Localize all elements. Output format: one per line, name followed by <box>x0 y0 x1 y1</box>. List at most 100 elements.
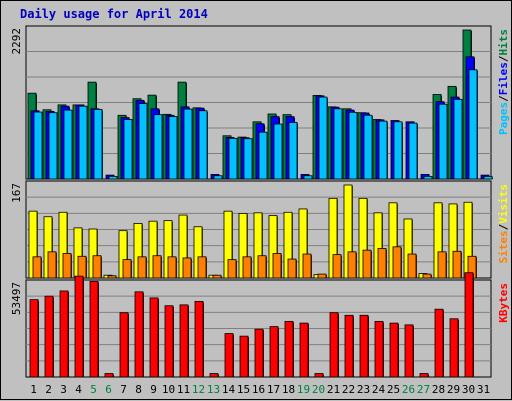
x-tick-label: 23 <box>357 383 370 396</box>
sites-bar <box>92 255 102 279</box>
sites-bar <box>62 253 72 279</box>
sites-bar <box>77 255 87 279</box>
kbytes-bar <box>314 373 324 378</box>
x-tick-label: 13 <box>207 383 220 396</box>
pages-bar <box>258 131 268 180</box>
sites-bar <box>407 253 417 279</box>
sites-bar <box>347 251 357 279</box>
pages-bar <box>423 175 433 180</box>
x-tick-label: 10 <box>162 383 175 396</box>
sites-bar <box>362 249 372 279</box>
sites-bar <box>392 246 402 279</box>
bottom-legend-item: KBytes <box>497 283 510 323</box>
sites-bar <box>422 273 432 279</box>
middle-legend: Sites/Visits <box>497 184 510 264</box>
kbytes-bar <box>389 322 399 378</box>
sites-bar <box>272 253 282 279</box>
kbytes-bar <box>74 275 84 378</box>
chart-title: Daily usage for April 2014 <box>20 7 208 21</box>
x-tick-label: 31 <box>477 383 490 396</box>
x-tick-label: 29 <box>447 383 460 396</box>
sites-bar <box>437 251 447 279</box>
kbytes-bar <box>284 320 294 378</box>
middle-legend-item: / <box>497 223 510 230</box>
middle-legend-item: Sites <box>497 230 510 263</box>
top-legend-item: / <box>497 55 510 62</box>
kbytes-bar <box>359 314 369 378</box>
kbytes-bar <box>269 326 279 378</box>
x-tick-label: 16 <box>252 383 265 396</box>
x-tick-label: 8 <box>135 383 142 396</box>
sites-bar <box>167 256 177 279</box>
pages-bar <box>333 108 343 180</box>
middle-legend-item: Visits <box>497 184 510 224</box>
kbytes-bar <box>89 280 99 378</box>
x-tick-label: 21 <box>327 383 340 396</box>
pages-bar <box>153 114 163 180</box>
pages-bar <box>123 119 133 180</box>
sites-bar <box>287 258 297 279</box>
middle-max-label: 167 <box>10 183 23 203</box>
pages-bar <box>393 121 403 180</box>
pages-bar <box>363 114 373 180</box>
kbytes-bar <box>344 314 354 378</box>
kbytes-bar <box>194 300 204 378</box>
x-tick-label: 7 <box>120 383 127 396</box>
pages-bar <box>453 98 463 180</box>
sites-bar <box>32 256 42 279</box>
kbytes-bar <box>104 373 114 378</box>
x-tick-label: 25 <box>387 383 400 396</box>
bottom-legend: KBytes <box>497 283 510 323</box>
x-tick-label: 28 <box>432 383 445 396</box>
pages-bar <box>198 110 208 180</box>
kbytes-bar <box>419 373 429 378</box>
kbytes-bar <box>464 272 474 378</box>
x-tick-label: 14 <box>222 383 236 396</box>
sites-bar <box>257 255 267 279</box>
sites-bar <box>332 254 342 279</box>
x-tick-label: 12 <box>192 383 205 396</box>
x-tick-label: 1 <box>30 383 37 396</box>
x-tick-label: 17 <box>267 383 280 396</box>
sites-bar <box>377 248 387 279</box>
pages-bar <box>378 120 388 180</box>
sites-bar <box>242 256 252 279</box>
kbytes-bar <box>299 322 309 378</box>
pages-bar <box>228 137 238 180</box>
x-tick-label: 9 <box>150 383 157 396</box>
x-tick-label: 3 <box>60 383 67 396</box>
pages-bar <box>243 138 253 180</box>
kbytes-bar <box>374 320 384 378</box>
sites-bar <box>122 259 132 279</box>
bottom-max-label: 53497 <box>10 282 23 315</box>
x-tick-label: 30 <box>462 383 475 396</box>
kbytes-bar <box>134 291 144 378</box>
pages-bar <box>273 123 283 180</box>
x-tick-label: 5 <box>90 383 97 396</box>
kbytes-bar <box>179 304 189 378</box>
pages-bar <box>138 103 148 180</box>
kbytes-bar <box>404 324 414 378</box>
x-tick-label: 24 <box>372 383 386 396</box>
sites-bar <box>182 257 192 279</box>
x-tick-label: 4 <box>75 383 82 396</box>
sites-bar <box>212 274 222 279</box>
pages-bar <box>483 175 493 180</box>
pages-bar <box>468 69 478 180</box>
kbytes-bar <box>209 373 219 378</box>
sites-bar <box>152 255 162 279</box>
x-tick-label: 26 <box>402 383 415 396</box>
pages-bar <box>183 108 193 180</box>
sites-bar <box>107 275 117 279</box>
pages-bar <box>168 116 178 180</box>
top-legend: Pages/Files/Hits <box>497 29 510 135</box>
top-legend-item: Pages <box>497 102 510 135</box>
x-tick-label: 18 <box>282 383 295 396</box>
kbytes-bar <box>254 328 264 378</box>
sites-bar <box>137 256 147 279</box>
kbytes-bar <box>239 335 249 378</box>
pages-bar <box>108 175 118 180</box>
x-tick-label: 22 <box>342 383 355 396</box>
